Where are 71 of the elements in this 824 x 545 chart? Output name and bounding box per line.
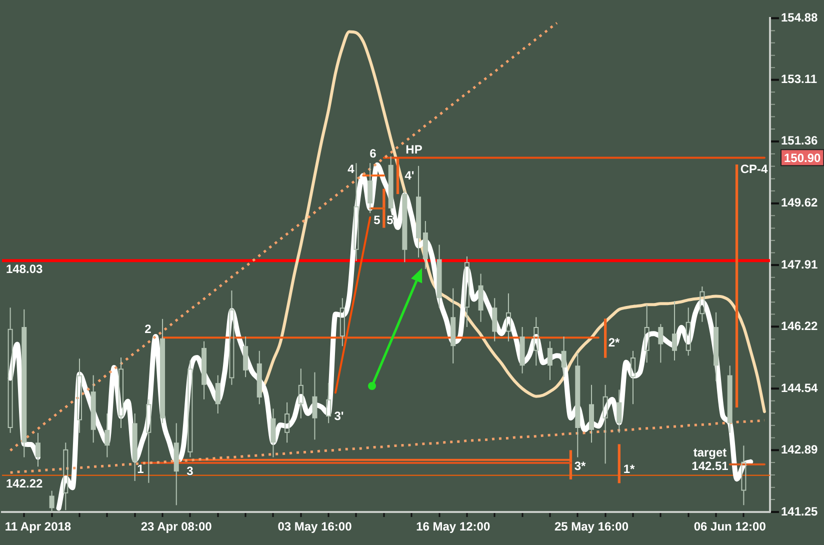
candlestick <box>464 256 470 328</box>
candlestick <box>700 286 705 322</box>
annotation: 3* <box>574 458 586 473</box>
annotation: 4' <box>404 168 414 183</box>
annotation: 142.51 <box>692 458 729 473</box>
y-tick-label: 149.62 <box>781 196 818 210</box>
candlestick <box>35 432 40 468</box>
y-tick-label: 153.11 <box>781 72 818 86</box>
annotation: 5 <box>374 213 381 228</box>
candlestick <box>229 290 234 386</box>
candlestick <box>215 374 220 414</box>
annotation: HP <box>406 142 422 157</box>
candlestick <box>547 340 552 381</box>
annotation: 1 <box>137 462 144 476</box>
annotation: target <box>693 445 727 460</box>
candlestick <box>672 300 678 361</box>
annotation: 6 <box>370 146 377 160</box>
candlestick <box>741 445 746 506</box>
candlestick <box>326 382 332 424</box>
candlestick <box>76 358 82 434</box>
candlestick <box>561 336 566 378</box>
candlestick <box>368 162 373 214</box>
annotation: 3 <box>186 464 194 478</box>
x-tick-label: 06 Jun 12:00 <box>694 520 766 534</box>
candlestick <box>188 360 193 458</box>
x-tick-label: 23 Apr 08:00 <box>140 520 212 534</box>
annotation: 3' <box>334 408 344 423</box>
annotation: 2* <box>608 336 620 350</box>
y-tick-label: 141.25 <box>781 504 818 518</box>
x-tick-label: 16 May 12:00 <box>416 520 490 534</box>
y-tick-label: 147.91 <box>781 257 818 272</box>
candlestick <box>298 368 304 419</box>
y-tick-label: 144.54 <box>781 380 818 395</box>
candlestick <box>63 442 68 511</box>
candlestick <box>602 384 608 464</box>
y-tick-label: 154.88 <box>781 10 818 25</box>
candlestick <box>644 304 650 364</box>
annotation: 2 <box>144 322 152 336</box>
annotation: 5 <box>386 213 394 228</box>
bar <box>735 164 738 408</box>
ref-line-label: 148.03 <box>6 262 44 276</box>
candlestick <box>658 324 664 364</box>
x-tick-label: 03 May 16:00 <box>278 520 352 534</box>
candlestick <box>284 402 290 444</box>
bar <box>604 318 607 358</box>
candlestick <box>118 357 124 429</box>
bar <box>618 444 620 484</box>
text: 150.90 <box>784 150 822 165</box>
candlestick <box>49 490 54 512</box>
candlestick <box>534 316 539 366</box>
ref-line-label: 142.22 <box>6 476 44 491</box>
x-tick-label: 11 Apr 2018 <box>4 520 72 534</box>
candlestick <box>104 412 110 458</box>
candlestick <box>616 389 622 434</box>
candlestick <box>686 307 691 356</box>
candlestick <box>630 350 636 405</box>
x-tick-label: 25 May 16:00 <box>554 520 629 534</box>
candlestick <box>340 298 345 347</box>
candlestick <box>8 307 13 434</box>
candlestick <box>312 372 318 440</box>
line-series <box>9 418 766 474</box>
candlestick <box>146 398 152 484</box>
bar <box>382 188 386 228</box>
annotation: 4 <box>348 162 355 176</box>
annotation: CP-4 <box>740 162 768 176</box>
annotation: 1* <box>623 462 635 476</box>
y-tick-label: 142.89 <box>781 442 818 456</box>
y-tick-label: 146.22 <box>781 318 818 333</box>
candlestick <box>506 292 511 342</box>
candlestick <box>354 162 359 262</box>
y-tick-label: 151.36 <box>781 134 818 148</box>
